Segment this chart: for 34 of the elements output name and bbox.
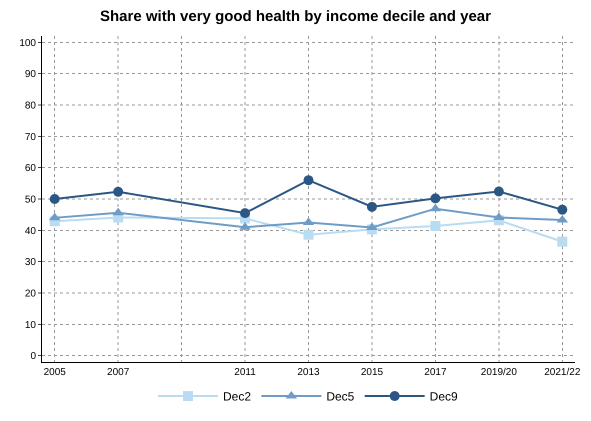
- legend-label: Dec5: [326, 390, 355, 404]
- legend-label: Dec2: [223, 390, 252, 404]
- y-tick-label: 20: [24, 288, 36, 300]
- x-tick-label: 2011: [234, 367, 256, 378]
- y-tick-label: 100: [19, 38, 36, 49]
- point: [50, 194, 60, 204]
- x-tick-label: 2013: [297, 367, 320, 378]
- point: [494, 186, 504, 196]
- y-tick-label: 0: [30, 351, 36, 362]
- point: [240, 208, 250, 218]
- point: [557, 204, 568, 215]
- x-tick-label: 2017: [424, 367, 447, 378]
- point: [366, 202, 377, 212]
- y-tick-label: 30: [24, 257, 36, 268]
- x-tick-label: 2019/20: [480, 367, 518, 378]
- point: [304, 230, 314, 240]
- point: [430, 220, 440, 231]
- y-tick-label: 10: [24, 320, 36, 331]
- point: [430, 193, 440, 204]
- y-tick-label: 80: [24, 100, 36, 112]
- y-tick-label: 50: [24, 194, 36, 206]
- y-tick-label: 90: [24, 69, 36, 80]
- chart-title: Share with very good health by income decile and year: [100, 8, 492, 26]
- x-tick-label: 2007: [107, 367, 130, 378]
- y-tick-label: 70: [24, 132, 36, 143]
- legend-label: Dec9: [430, 390, 458, 404]
- point: [304, 175, 314, 186]
- x-tick-label: 2015: [360, 367, 384, 378]
- y-tick-label: 40: [24, 226, 36, 237]
- x-tick-label: 2021/22: [544, 367, 581, 378]
- point: [557, 236, 568, 247]
- x-tick-label: 2005: [44, 367, 66, 378]
- y-tick-label: 60: [24, 163, 36, 174]
- point: [113, 186, 124, 197]
